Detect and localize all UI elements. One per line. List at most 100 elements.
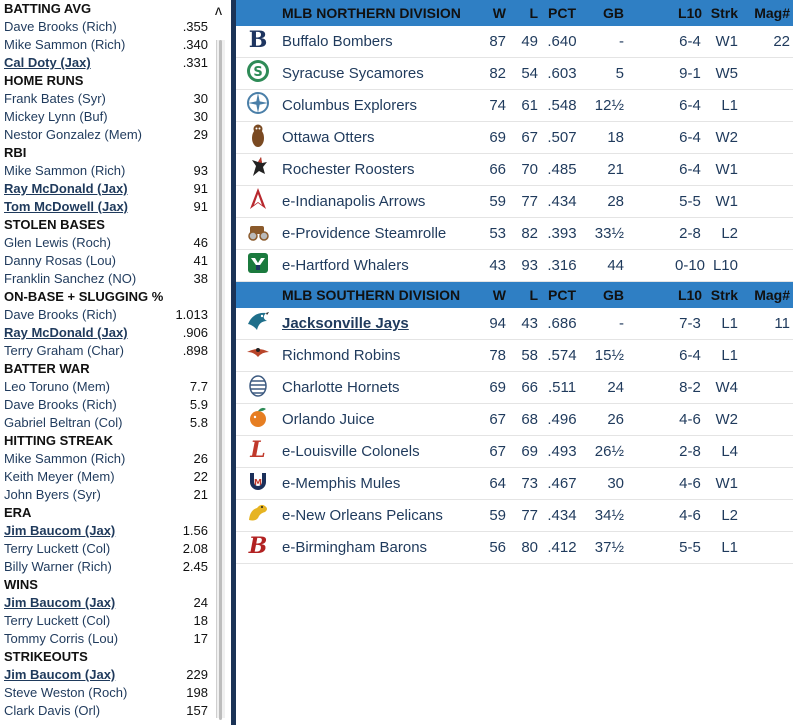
team-losses: 66: [521, 379, 538, 396]
team-pct: .640: [547, 33, 577, 50]
player-link[interactable]: Jim Baucom (Jax): [4, 523, 116, 538]
player-name: Steve Weston (Roch): [4, 685, 128, 700]
col-l10-header[interactable]: L10: [677, 287, 703, 303]
player-name: Mickey Lynn (Buf): [4, 109, 108, 124]
leader-row[interactable]: Ray McDonald (Jax) .906: [0, 324, 208, 342]
leader-row: Nestor Gonzalez (Mem) 29: [0, 126, 208, 144]
team-gb: 5: [615, 65, 624, 82]
team-name[interactable]: e-Hartford Whalers: [282, 257, 409, 274]
leader-category-title: BATTER WAR: [4, 361, 90, 376]
team-name[interactable]: Rochester Roosters: [282, 161, 415, 178]
team-last10: 4-6: [679, 507, 701, 524]
team-wins: 59: [489, 193, 506, 210]
team-pct: .485: [547, 161, 577, 178]
team-name[interactable]: e-Louisville Colonels: [282, 443, 420, 460]
col-l10-header[interactable]: L10: [677, 5, 703, 21]
team-name[interactable]: Syracuse Sycamores: [282, 65, 424, 82]
player-name: Leo Toruno (Mem): [4, 379, 110, 394]
team-wins: 74: [489, 97, 506, 114]
team-name[interactable]: Richmond Robins: [282, 347, 401, 364]
orange-icon: [244, 404, 272, 430]
col-w-header[interactable]: W: [492, 5, 506, 21]
col-pct-header[interactable]: PCT: [548, 287, 576, 303]
team-streak: W2: [715, 411, 739, 428]
team-name[interactable]: e-Memphis Mules: [282, 475, 401, 492]
leader-category-title: BATTING AVG: [4, 1, 92, 16]
division-title: MLB SOUTHERN DIVISION: [282, 287, 461, 303]
team-name[interactable]: Ottawa Otters: [282, 129, 375, 146]
team-streak: L2: [721, 507, 738, 524]
team-last10: 6-4: [679, 33, 701, 50]
col-pct-header[interactable]: PCT: [548, 5, 576, 21]
leader-value: .340: [182, 37, 208, 52]
team-name[interactable]: e-Indianapolis Arrows: [282, 193, 426, 210]
leader-value: .898: [182, 343, 208, 358]
team-magic-number: 11: [774, 315, 790, 332]
leader-category-title: ERA: [4, 505, 32, 520]
team-name[interactable]: e-Providence Steamrolle: [282, 225, 447, 242]
leader-row: Frank Bates (Syr) 30: [0, 90, 208, 108]
division-header: MLB NORTHERN DIVISION W L PCT GB L10 Strk Mag#: [236, 0, 793, 26]
col-mag-header[interactable]: Mag#: [754, 287, 790, 303]
leader-value: 22: [193, 469, 208, 484]
team-losses: 49: [521, 33, 538, 50]
leaders-scrollbar-thumb[interactable]: [219, 40, 222, 720]
leader-row: Billy Warner (Rich) 2.45: [0, 558, 208, 576]
team-pct: .434: [547, 193, 577, 210]
team-name[interactable]: Orlando Juice: [282, 411, 375, 428]
team-streak: W1: [715, 33, 739, 50]
team-gb: 37½: [594, 539, 624, 556]
leader-value: 2.45: [182, 559, 208, 574]
team-losses: 58: [521, 347, 538, 364]
team-wins: 67: [489, 411, 506, 428]
player-name: John Byers (Syr): [4, 487, 101, 502]
player-link[interactable]: Ray McDonald (Jax): [4, 325, 128, 340]
player-name: Dave Brooks (Rich): [4, 307, 117, 322]
team-wins: 94: [489, 315, 506, 332]
team-gb: 34½: [594, 507, 624, 524]
leader-row[interactable]: Jim Baucom (Jax) 24: [0, 594, 208, 612]
hornet-nest-icon: [244, 372, 272, 398]
player-link[interactable]: Cal Doty (Jax): [4, 55, 91, 70]
team-losses: 80: [521, 539, 538, 556]
leader-row[interactable]: Jim Baucom (Jax) 1.56: [0, 522, 208, 540]
team-name[interactable]: e-Birmingham Barons: [282, 539, 428, 556]
col-gb-header[interactable]: GB: [603, 287, 624, 303]
collapse-icon[interactable]: ʌ: [215, 2, 222, 18]
leader-row[interactable]: Jim Baucom (Jax) 229: [0, 666, 208, 684]
arrow-icon: [244, 186, 272, 212]
team-row: e-Indianapolis Arrows 59 77 .434 28 5-5 W1: [236, 186, 793, 218]
leader-row[interactable]: Tom McDowell (Jax) 91: [0, 198, 208, 216]
player-link[interactable]: Tom McDowell (Jax): [4, 199, 129, 214]
leader-value: 38: [193, 271, 208, 286]
team-row: Jacksonville Jays 94 43 .686 - 7-3 L1 11: [236, 308, 793, 340]
col-strk-header[interactable]: Strk: [710, 287, 738, 303]
player-link[interactable]: Jim Baucom (Jax): [4, 595, 116, 610]
team-name[interactable]: e-New Orleans Pelicans: [282, 507, 443, 524]
team-name[interactable]: Buffalo Bombers: [282, 33, 393, 50]
col-strk-header[interactable]: Strk: [710, 5, 738, 21]
team-name[interactable]: Charlotte Hornets: [282, 379, 400, 396]
team-pct: .686: [547, 315, 577, 332]
team-name[interactable]: Columbus Explorers: [282, 97, 418, 114]
col-mag-header[interactable]: Mag#: [754, 5, 790, 21]
team-name[interactable]: Jacksonville Jays: [282, 315, 409, 332]
team-streak: L1: [721, 347, 738, 364]
l-script-icon: L: [244, 436, 272, 462]
team-row: Columbus Explorers 74 61 .548 12½ 6-4 L1: [236, 90, 793, 122]
player-link[interactable]: Ray McDonald (Jax): [4, 181, 128, 196]
svg-text:B: B: [249, 27, 268, 52]
col-l-header[interactable]: L: [529, 287, 538, 303]
col-w-header[interactable]: W: [492, 287, 506, 303]
player-link[interactable]: Jim Baucom (Jax): [4, 667, 116, 682]
team-losses: 68: [521, 411, 538, 428]
leader-row[interactable]: Cal Doty (Jax) .331: [0, 54, 208, 72]
svg-text:B: B: [248, 533, 268, 558]
col-gb-header[interactable]: GB: [603, 5, 624, 21]
col-l-header[interactable]: L: [529, 5, 538, 21]
leader-row[interactable]: Ray McDonald (Jax) 91: [0, 180, 208, 198]
team-streak: L1: [721, 97, 738, 114]
leader-value: 21: [193, 487, 208, 502]
